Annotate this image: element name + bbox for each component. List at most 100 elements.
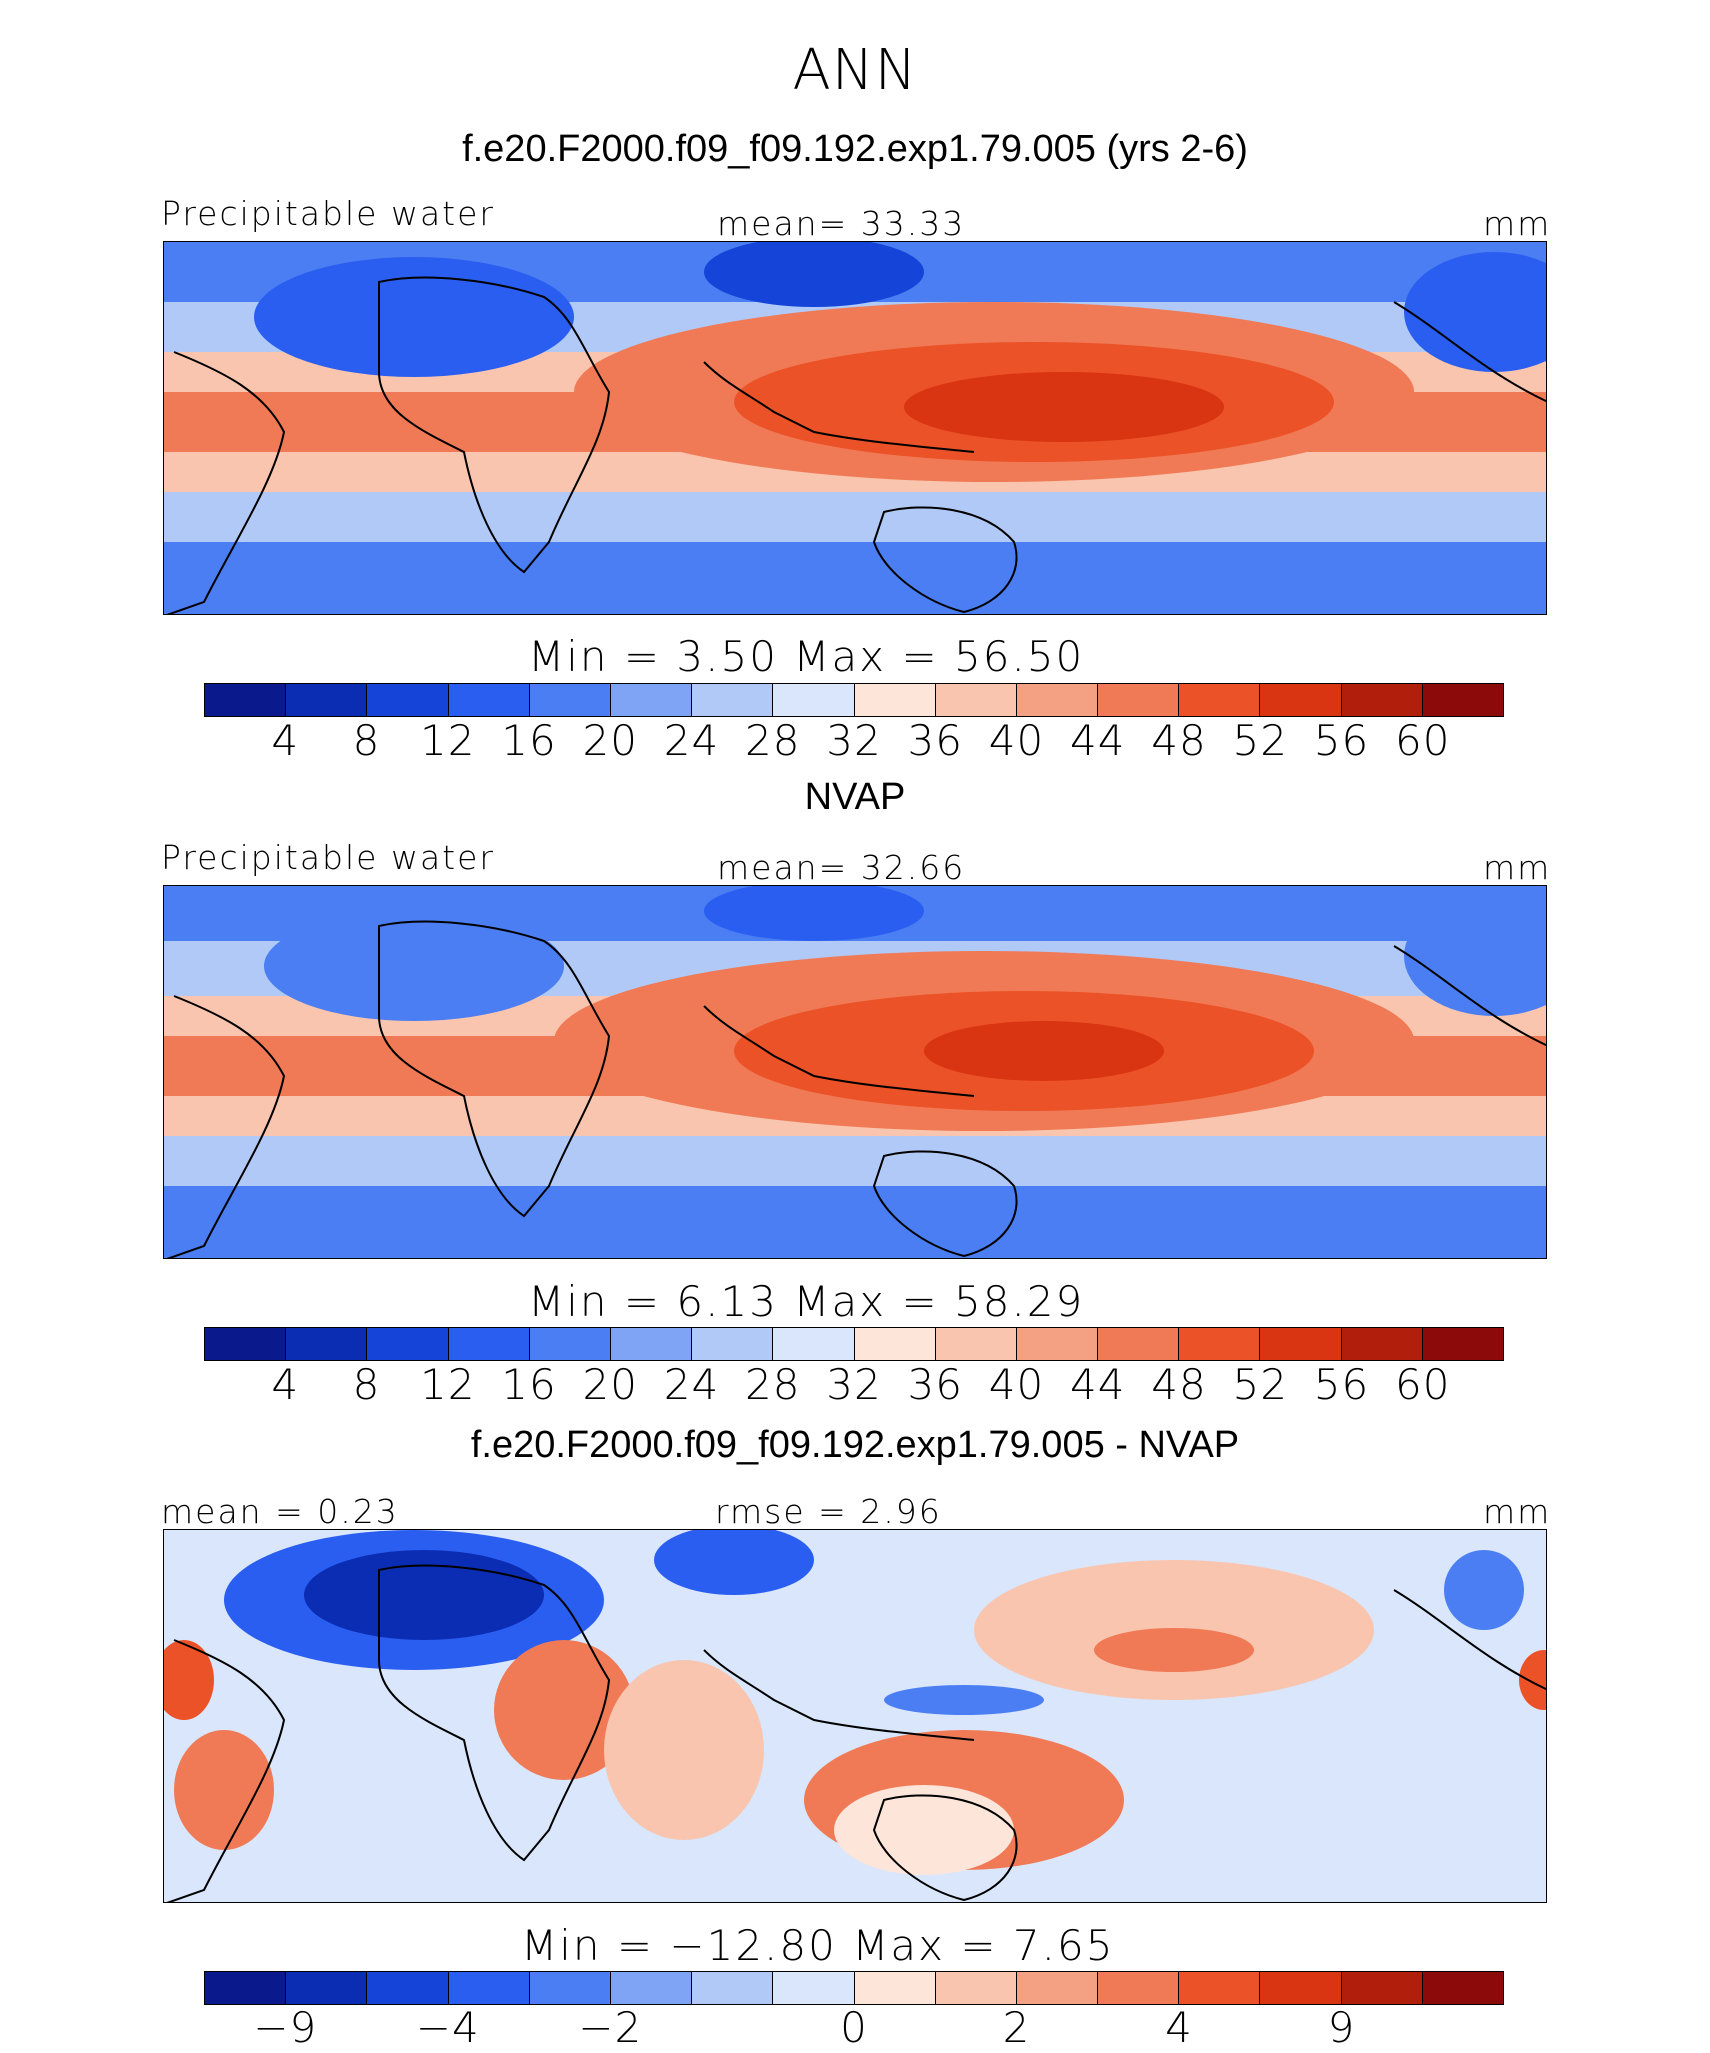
- panel-2-minmax: Min = 6.13 Max = 58.29: [528, 1277, 1085, 1326]
- colorbar-tick-label: 60: [1395, 1360, 1451, 1409]
- panel-2-colorbar: [204, 1327, 1504, 1361]
- colorbar-tick-label: 36: [907, 1360, 963, 1409]
- colorbar-segment: [1422, 1972, 1503, 2004]
- colorbar-tick-label: 4: [271, 716, 300, 765]
- colorbar-segment: [1341, 1972, 1423, 2004]
- colorbar-tick-label: 28: [745, 1360, 801, 1409]
- colorbar-tick-label: 44: [1070, 1360, 1126, 1409]
- colorbar-tick-label: 12: [420, 1360, 476, 1409]
- colorbar-segment: [286, 684, 368, 716]
- panel-1-colorbar: [204, 683, 1504, 717]
- colorbar-segment: [1260, 1328, 1342, 1360]
- colorbar-tick-label: 60: [1395, 716, 1451, 765]
- colorbar-segment: [1016, 684, 1099, 716]
- colorbar-segment: [367, 1972, 449, 2004]
- colorbar-tick-label: 48: [1151, 1360, 1207, 1409]
- colorbar-tick-label: 40: [988, 716, 1045, 765]
- colorbar-tick-label: 32: [826, 1360, 882, 1409]
- colorbar-segment: [1341, 1328, 1423, 1360]
- colorbar-tick-label: 16: [501, 716, 557, 765]
- colorbar-segment: [286, 1972, 368, 2004]
- colorbar-segment: [773, 1328, 855, 1360]
- colorbar-tick-label: 20: [582, 716, 638, 765]
- colorbar-segment: [1016, 1328, 1099, 1360]
- colorbar-segment: [1260, 1972, 1342, 2004]
- figure-title: ANN: [792, 38, 918, 103]
- colorbar-tick-label: 24: [663, 1360, 720, 1409]
- colorbar-tick-label: 56: [1313, 716, 1370, 765]
- colorbar-segment: [448, 1972, 530, 2004]
- panel-2-mean-label: mean= 32.66: [717, 848, 966, 887]
- colorbar-tick-label: 52: [1232, 716, 1288, 765]
- colorbar-segment: [773, 684, 855, 716]
- colorbar-tick-label: 24: [663, 716, 720, 765]
- colorbar-segment: [1422, 1328, 1503, 1360]
- panel-1-mean-label: mean= 33.33: [717, 204, 966, 243]
- colorbar-tick-label: 52: [1232, 1360, 1288, 1409]
- panel-1-field-label: Precipitable water: [161, 194, 495, 233]
- colorbar-tick-label: 0: [840, 2003, 868, 2052]
- colorbar-tick-label: −4: [415, 2003, 480, 2052]
- colorbar-tick-label: 36: [907, 716, 963, 765]
- colorbar-segment: [286, 1328, 368, 1360]
- panel-3-colorbar: [204, 1971, 1504, 2005]
- colorbar-tick-label: 40: [988, 1360, 1045, 1409]
- colorbar-segment: [205, 684, 287, 716]
- panel-3-title: f.e20.F2000.f09_f09.192.exp1.79.005 - NV…: [470, 1424, 1240, 1466]
- colorbar-segment: [529, 684, 611, 716]
- colorbar-segment: [1341, 684, 1423, 716]
- colorbar-tick-label: 4: [271, 1360, 300, 1409]
- panel-1-units-label: mm: [1483, 204, 1552, 243]
- colorbar-segment: [1179, 684, 1261, 716]
- colorbar-segment: [854, 1328, 936, 1360]
- colorbar-segment: [935, 1972, 1017, 2004]
- colorbar-segment: [529, 1972, 611, 2004]
- colorbar-tick-label: 9: [1327, 2003, 1356, 2052]
- colorbar-tick-label: 56: [1313, 1360, 1370, 1409]
- colorbar-tick-label: 16: [501, 1360, 557, 1409]
- colorbar-segment: [854, 1972, 936, 2004]
- colorbar-segment: [1098, 1328, 1180, 1360]
- colorbar-segment: [692, 1972, 774, 2004]
- colorbar-segment: [1098, 1972, 1180, 2004]
- colorbar-segment: [367, 684, 449, 716]
- colorbar-segment: [610, 1328, 693, 1360]
- colorbar-segment: [610, 1972, 693, 2004]
- panel-3-units-label: mm: [1483, 1492, 1552, 1531]
- colorbar-segment: [367, 1328, 449, 1360]
- colorbar-segment: [205, 1972, 287, 2004]
- panel-2-title: NVAP: [804, 776, 906, 818]
- colorbar-tick-label: 32: [826, 716, 882, 765]
- panel-2-map: [163, 885, 1547, 1259]
- colorbar-segment: [610, 684, 693, 716]
- colorbar-segment: [1422, 684, 1503, 716]
- panel-1-minmax: Min = 3.50 Max = 56.50: [528, 632, 1085, 681]
- colorbar-tick-label: 44: [1070, 716, 1126, 765]
- colorbar-tick-label: 2: [1002, 2003, 1031, 2052]
- colorbar-tick-label: −2: [578, 2003, 643, 2052]
- colorbar-segment: [529, 1328, 611, 1360]
- panel-3-map: [163, 1529, 1547, 1903]
- colorbar-segment: [205, 1328, 287, 1360]
- panel-2-colorbar-ticks: 4 8 12 16 20 24 28 32 36 40 44 48 52 56 60: [204, 1360, 1504, 1410]
- panel-3-minmax: Min = −12.80 Max = 7.65: [521, 1921, 1115, 1970]
- panel-2-field-label: Precipitable water: [161, 838, 495, 877]
- colorbar-tick-label: 28: [745, 716, 801, 765]
- panel-1-map: [163, 241, 1547, 615]
- colorbar-tick-label: 12: [420, 716, 476, 765]
- panel-3-rmse-label: rmse = 2.96: [715, 1492, 942, 1531]
- panel-3-colorbar-ticks: −9 −4 −2 0 2 4 9: [204, 2003, 1504, 2053]
- colorbar-tick-label: 8: [352, 1360, 381, 1409]
- colorbar-segment: [448, 684, 530, 716]
- panel-1-colorbar-ticks: 4 8 12 16 20 24 28 32 36 40 44 48 52 56 60: [204, 716, 1504, 766]
- colorbar-segment: [692, 684, 774, 716]
- colorbar-segment: [1179, 1328, 1261, 1360]
- colorbar-segment: [692, 1328, 774, 1360]
- colorbar-segment: [1179, 1972, 1261, 2004]
- colorbar-segment: [854, 684, 936, 716]
- colorbar-segment: [935, 1328, 1017, 1360]
- colorbar-tick-label: 48: [1151, 716, 1207, 765]
- colorbar-tick-label: 20: [582, 1360, 638, 1409]
- panel-2-units-label: mm: [1483, 848, 1552, 887]
- colorbar-tick-label: −9: [253, 2003, 318, 2052]
